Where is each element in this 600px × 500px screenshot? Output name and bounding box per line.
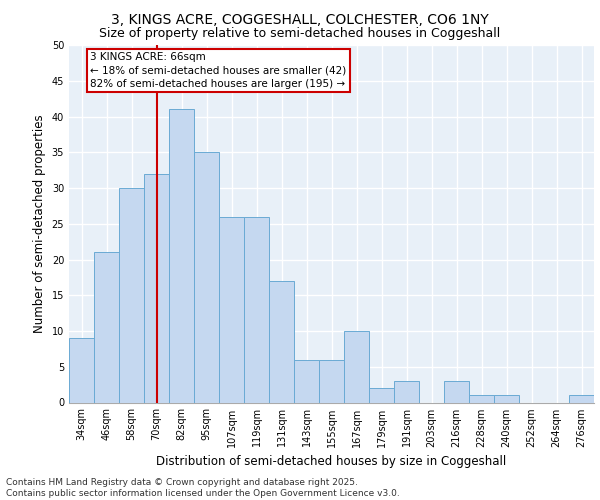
Bar	[244, 216, 269, 402]
Bar	[569, 396, 594, 402]
Y-axis label: Number of semi-detached properties: Number of semi-detached properties	[33, 114, 46, 333]
Bar	[294, 360, 319, 403]
Bar	[119, 188, 144, 402]
Text: Contains HM Land Registry data © Crown copyright and database right 2025.
Contai: Contains HM Land Registry data © Crown c…	[6, 478, 400, 498]
Bar	[194, 152, 219, 402]
Bar	[494, 396, 519, 402]
Bar	[144, 174, 169, 402]
Bar	[319, 360, 344, 403]
Text: 3 KINGS ACRE: 66sqm
← 18% of semi-detached houses are smaller (42)
82% of semi-d: 3 KINGS ACRE: 66sqm ← 18% of semi-detach…	[90, 52, 347, 88]
Text: Size of property relative to semi-detached houses in Coggeshall: Size of property relative to semi-detach…	[100, 28, 500, 40]
Bar	[469, 396, 494, 402]
Bar	[269, 281, 294, 402]
Text: 3, KINGS ACRE, COGGESHALL, COLCHESTER, CO6 1NY: 3, KINGS ACRE, COGGESHALL, COLCHESTER, C…	[111, 12, 489, 26]
Bar	[69, 338, 94, 402]
Bar	[369, 388, 394, 402]
Bar	[444, 381, 469, 402]
Bar	[394, 381, 419, 402]
Bar	[344, 331, 369, 402]
Bar	[219, 216, 244, 402]
Bar	[169, 110, 194, 403]
X-axis label: Distribution of semi-detached houses by size in Coggeshall: Distribution of semi-detached houses by …	[157, 455, 506, 468]
Bar	[94, 252, 119, 402]
